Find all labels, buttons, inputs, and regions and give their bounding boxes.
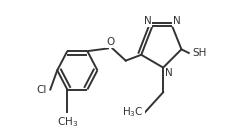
Text: Cl: Cl [36, 85, 46, 95]
Text: O: O [106, 38, 114, 48]
Text: SH: SH [192, 48, 207, 58]
Text: N: N [173, 16, 181, 26]
Text: H$_3$C: H$_3$C [123, 105, 144, 119]
Text: N: N [144, 16, 151, 26]
Text: CH$_3$: CH$_3$ [57, 115, 78, 129]
Text: N: N [165, 68, 172, 79]
